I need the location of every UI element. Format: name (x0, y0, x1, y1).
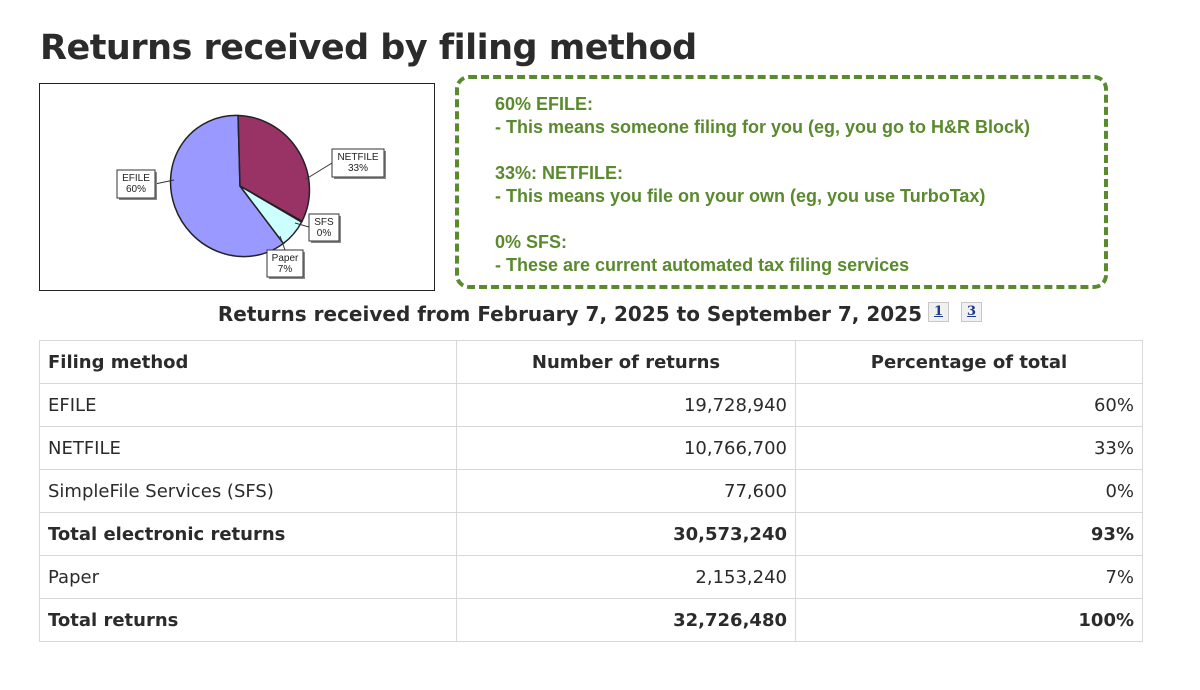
table-caption: Returns received from February 7, 2025 t… (0, 302, 1200, 326)
table-row-total-returns: Total returns 32,726,480 100% (39, 598, 1143, 642)
callout-line-paper (279, 235, 286, 251)
cell-percent: 0% (795, 469, 1143, 513)
cell-method: EFILE (39, 383, 457, 427)
pie-chart: EFILE 60% NETFILE 33% SFS 0% Paper 7% (39, 83, 435, 291)
callout-line-efile (154, 179, 175, 185)
cell-number: 30,573,240 (456, 512, 796, 556)
callout-box-netfile (331, 148, 385, 178)
annotation-body: - This means someone filing for you (eg,… (495, 117, 1031, 137)
cell-method: Total returns (39, 598, 457, 642)
caption-text: Returns received from February 7, 2025 t… (217, 302, 922, 326)
pie-slices (169, 114, 311, 258)
annotation-body: - This means you file on your own (eg, y… (495, 186, 986, 206)
pie-slice-paper (239, 185, 303, 245)
cell-method: Paper (39, 555, 457, 599)
table-row: NETFILE 10,766,700 33% (39, 426, 1143, 470)
returns-table: Filing method Number of returns Percenta… (39, 340, 1143, 642)
slice-percent-label: 0% (317, 228, 332, 239)
slice-percent-label: 7% (278, 264, 293, 275)
callout-box-paper (266, 249, 304, 278)
slice-label: Paper (272, 253, 299, 264)
annotation-sfs: 0% SFS: - These are current automated ta… (495, 231, 1104, 277)
annotation-netfile: 33%: NETFILE: - This means you file on y… (495, 162, 1104, 208)
cell-percent: 60% (795, 383, 1143, 427)
footnote-link-1[interactable]: 1 (928, 302, 950, 322)
cell-percent: 7% (795, 555, 1143, 599)
table-header-row: Filing method Number of returns Percenta… (39, 340, 1143, 384)
cell-method: SimpleFile Services (SFS) (39, 469, 457, 513)
table-row: Paper 2,153,240 7% (39, 555, 1143, 599)
cell-percent: 100% (795, 598, 1143, 642)
header-percentage-of-total: Percentage of total (795, 340, 1143, 384)
annotation-box: 60% EFILE: - This means someone filing f… (455, 75, 1108, 289)
pie-slice-efile (169, 114, 285, 258)
slice-percent-label: 33% (348, 163, 368, 174)
cell-number: 32,726,480 (456, 598, 796, 642)
callout-box-sfs (308, 213, 340, 242)
slice-label: EFILE (122, 173, 150, 184)
callout-line-netfile (305, 162, 333, 180)
cell-number: 10,766,700 (456, 426, 796, 470)
header-number-of-returns: Number of returns (456, 340, 796, 384)
annotation-heading: 60% EFILE: (495, 94, 594, 114)
header-filing-method: Filing method (39, 340, 457, 384)
cell-method: NETFILE (39, 426, 457, 470)
callout-line-sfs (294, 222, 310, 228)
slice-label: NETFILE (337, 152, 378, 163)
cell-method: Total electronic returns (39, 512, 457, 556)
cell-number: 77,600 (456, 469, 796, 513)
annotation-heading: 0% SFS: (495, 232, 568, 252)
callout-box-efile (116, 169, 156, 199)
table-row: SimpleFile Services (SFS) 77,600 0% (39, 469, 1143, 513)
table-row: EFILE 19,728,940 60% (39, 383, 1143, 427)
annotation-body: - These are current automated tax filing… (495, 255, 910, 275)
slice-label: SFS (314, 217, 334, 228)
cell-number: 19,728,940 (456, 383, 796, 427)
slice-percent-label: 60% (126, 184, 146, 195)
cell-number: 2,153,240 (456, 555, 796, 599)
cell-percent: 93% (795, 512, 1143, 556)
page-title: Returns received by filing method (40, 28, 697, 68)
annotation-efile: 60% EFILE: - This means someone filing f… (495, 93, 1104, 139)
annotation-heading: 33%: NETFILE: (495, 163, 624, 183)
footnote-link-3[interactable]: 3 (961, 302, 983, 322)
table-row-total-electronic: Total electronic returns 30,573,240 93% (39, 512, 1143, 556)
cell-percent: 33% (795, 426, 1143, 470)
